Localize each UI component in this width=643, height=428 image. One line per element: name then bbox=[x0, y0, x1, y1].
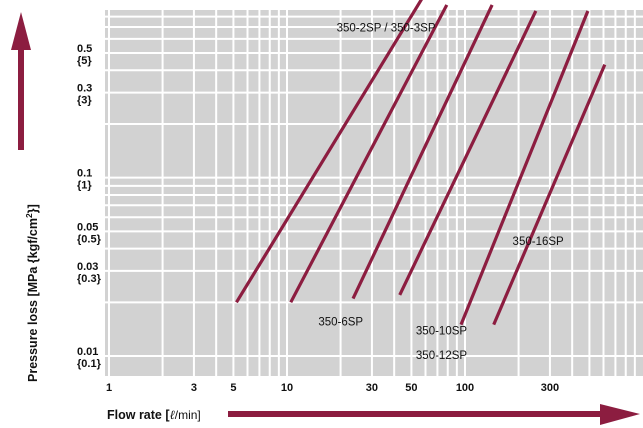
x-axis-arrow-icon bbox=[600, 404, 640, 425]
x-axis: Flow rate [ℓ/min] bbox=[107, 404, 640, 425]
x-tick-label: 100 bbox=[456, 382, 474, 394]
series-line-2 bbox=[289, 4, 449, 304]
x-tick-label: 10 bbox=[281, 382, 293, 394]
x-tick-label: 30 bbox=[366, 382, 378, 394]
y-tick-sublabel: {1} bbox=[77, 180, 92, 192]
x-tick-label: 1 bbox=[106, 382, 112, 394]
x-tick-labels: 1 3 5 10 30 50 100 300 bbox=[106, 382, 559, 394]
y-tick-labels: 0.5{5} 0.3{3} 0.1{1} 0.05{0.5} 0.03{0.3} 0.01… bbox=[77, 43, 102, 370]
y-axis-arrow-icon bbox=[11, 12, 31, 50]
series-line-1 bbox=[235, 0, 423, 304]
y-axis: Pressure loss [MPa {kgf/cm2}] bbox=[11, 12, 40, 382]
y-tick-label: 0.5 bbox=[77, 43, 92, 55]
series-lines bbox=[235, 0, 607, 326]
y-tick-label: 0.3 bbox=[77, 83, 92, 95]
series-label: 350-2SP / 350-3SP bbox=[337, 22, 436, 34]
y-tick-sublabel: {0.1} bbox=[77, 358, 102, 370]
x-tick-label: 3 bbox=[191, 382, 197, 394]
x-axis-arrow-shaft bbox=[228, 411, 608, 417]
series-label: 350-16SP bbox=[513, 236, 564, 248]
y-tick-sublabel: {5} bbox=[77, 55, 92, 67]
series-label: 350-10SP bbox=[416, 325, 467, 337]
y-tick-label: 0.01 bbox=[77, 346, 98, 358]
y-axis-arrow-shaft bbox=[18, 48, 24, 150]
y-tick-sublabel: {0.3} bbox=[77, 273, 102, 285]
y-tick-sublabel: {0.5} bbox=[77, 233, 102, 245]
series-label: 350-6SP bbox=[318, 317, 363, 329]
x-axis-title: Flow rate [ℓ/min] bbox=[107, 407, 201, 422]
y-tick-sublabel: {3} bbox=[77, 95, 92, 107]
plot-background bbox=[105, 10, 643, 376]
series-label: 350-4SP bbox=[411, 0, 456, 2]
series-label: 350-8SP bbox=[488, 0, 533, 2]
series-line-5 bbox=[459, 10, 590, 326]
series-line-3 bbox=[351, 4, 494, 300]
series-line-4 bbox=[398, 10, 538, 296]
series-labels: 350-2SP / 350-3SP 350-4SP 350-8SP 350-6SP 35… bbox=[318, 0, 564, 362]
y-tick-label: 0.05 bbox=[77, 221, 98, 233]
x-tick-label: 50 bbox=[405, 382, 417, 394]
x-tick-label: 300 bbox=[541, 382, 559, 394]
series-line-6 bbox=[492, 64, 607, 326]
series-label: 350-12SP bbox=[416, 350, 467, 362]
y-axis-title: Pressure loss [MPa {kgf/cm2}] bbox=[24, 204, 40, 382]
y-tick-label: 0.03 bbox=[77, 261, 98, 273]
y-tick-label: 0.1 bbox=[77, 168, 92, 180]
x-tick-label: 5 bbox=[230, 382, 236, 394]
